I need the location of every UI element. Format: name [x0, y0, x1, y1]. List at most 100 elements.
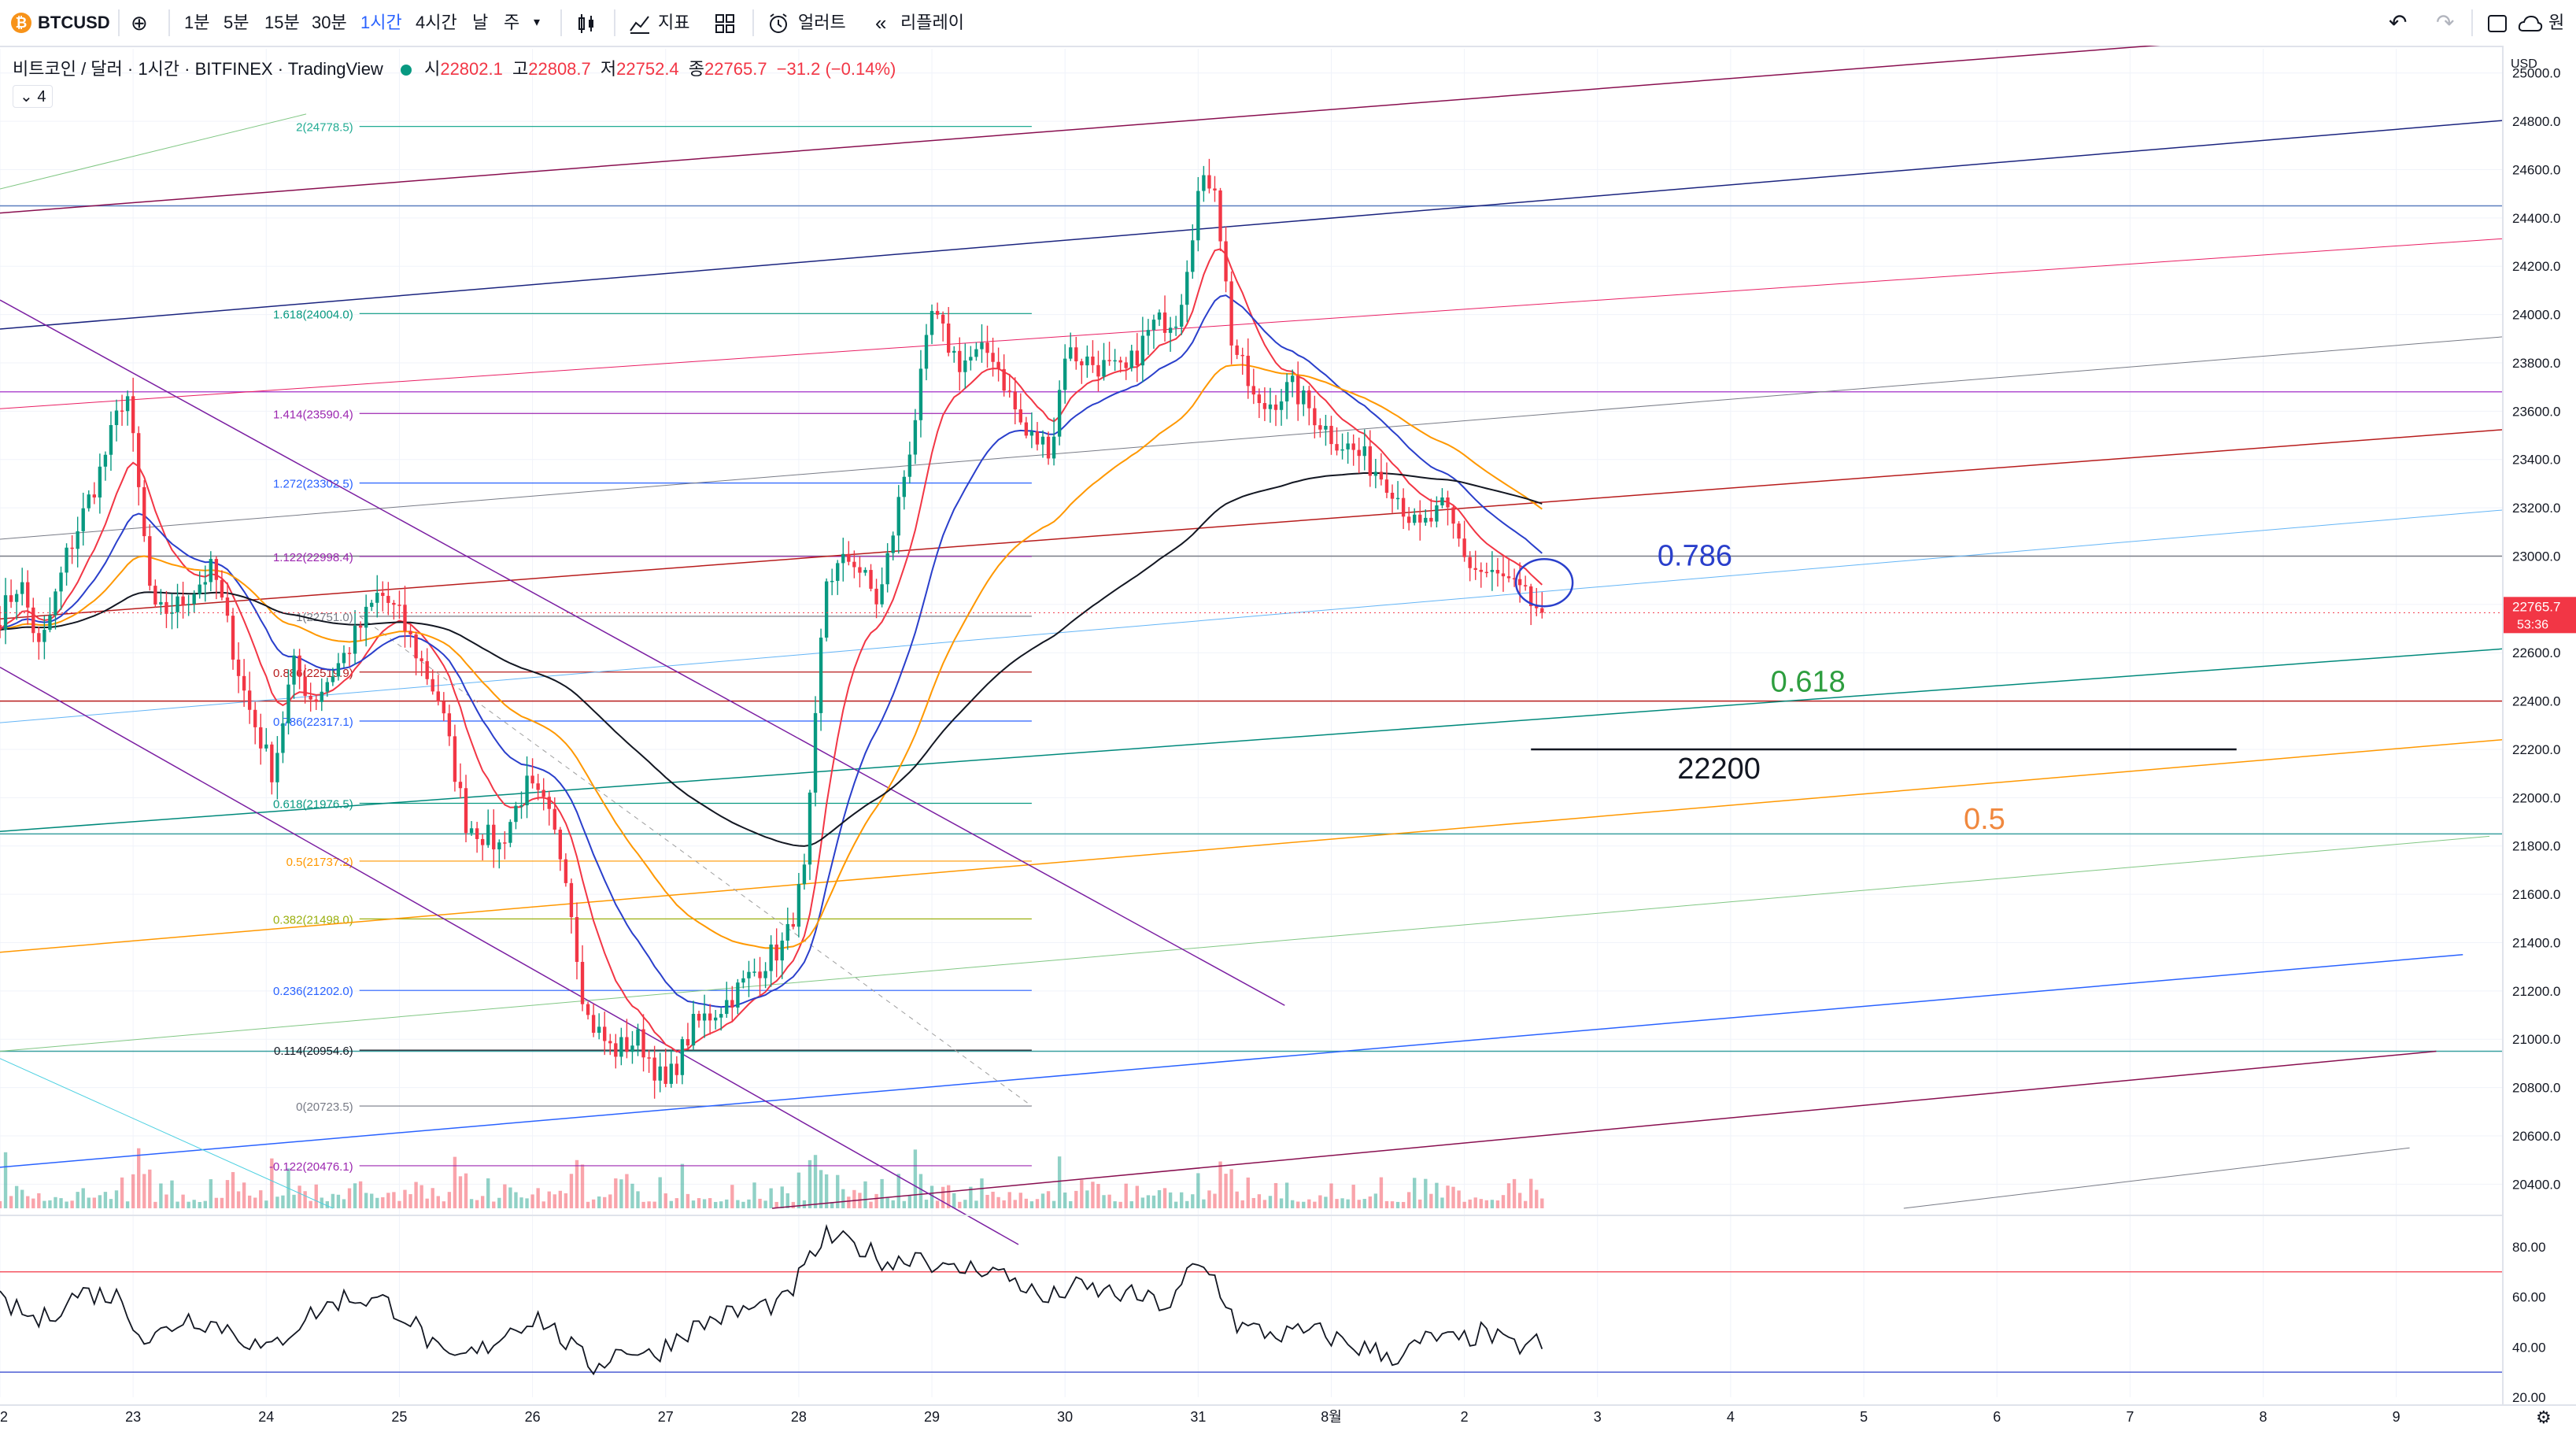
- candle-body: [275, 753, 279, 782]
- interval-week[interactable]: 주: [504, 13, 520, 32]
- toolbar-divider: [2471, 9, 2473, 36]
- toolbar-divider: [560, 9, 562, 36]
- trend-line: [0, 46, 2160, 214]
- candle-body: [231, 616, 235, 660]
- candle-body: [1051, 436, 1056, 459]
- legend-c-label: 종: [688, 59, 705, 79]
- alert-button[interactable]: 얼러트: [798, 13, 846, 32]
- volume-bar: [1346, 1199, 1350, 1208]
- volume-bar: [658, 1177, 662, 1208]
- volume-bar: [674, 1198, 679, 1208]
- legend-eye-icon[interactable]: [400, 65, 412, 76]
- replay-icon[interactable]: «: [875, 11, 887, 35]
- last-price-label: 22765.7: [2512, 599, 2560, 614]
- volume-bar: [958, 1201, 962, 1208]
- alert-icon[interactable]: [767, 8, 790, 38]
- candle-body: [253, 709, 257, 727]
- volume-bar: [1080, 1180, 1084, 1208]
- interval-15m[interactable]: 15분: [264, 13, 300, 32]
- candle-body: [397, 605, 401, 606]
- chart-legend: 비트코인 / 달러 · 1시간 · BITFINEX · TradingView…: [13, 55, 900, 80]
- candle-body: [1069, 347, 1073, 359]
- indicators-button[interactable]: 지표: [658, 13, 690, 32]
- interval-30m[interactable]: 30분: [312, 13, 347, 32]
- candle-body: [796, 884, 801, 927]
- undo-icon[interactable]: ↶: [2389, 10, 2408, 35]
- candle-body: [198, 584, 201, 594]
- candle-body: [1246, 355, 1250, 386]
- candle-body: [1162, 312, 1167, 333]
- chevron-down-icon[interactable]: ▾: [534, 16, 541, 29]
- volume-bar: [1324, 1196, 1328, 1208]
- volume-bar: [419, 1185, 423, 1208]
- price-tick-label: 22200.0: [2512, 742, 2560, 757]
- candle-body: [847, 553, 851, 562]
- candle-body: [969, 357, 973, 361]
- interval-5m[interactable]: 5분: [224, 13, 249, 32]
- replay-button[interactable]: 리플레이: [900, 13, 964, 32]
- volume-bar: [880, 1178, 884, 1208]
- save-button-partial[interactable]: 원: [2548, 13, 2565, 32]
- price-tick-label: 23800.0: [2512, 356, 2560, 371]
- interval-day[interactable]: 날: [472, 13, 489, 32]
- candles-icon[interactable]: [575, 8, 598, 38]
- templates-icon[interactable]: [713, 8, 737, 38]
- volume-bar: [1007, 1192, 1011, 1208]
- volume-bar: [530, 1194, 534, 1208]
- add-symbol-icon[interactable]: ⊕: [131, 11, 148, 35]
- volume-bar: [1191, 1194, 1195, 1208]
- candle-body: [1229, 281, 1233, 346]
- indicators-icon[interactable]: [628, 8, 652, 38]
- price-tick-label: 21000.0: [2512, 1032, 2560, 1047]
- volume-bar: [469, 1199, 474, 1208]
- candle-body: [1151, 320, 1156, 331]
- candle-body: [752, 971, 756, 973]
- price-chart[interactable]: 2(24778.5) 1.618(24004.0) 1.414(23590.4) 1.…: [0, 46, 2576, 1435]
- candle-body: [1290, 375, 1295, 383]
- volume-bar: [436, 1196, 440, 1208]
- trend-line: [0, 507, 2530, 723]
- legend-low: 22752.4: [616, 59, 679, 79]
- candle-body: [808, 792, 812, 865]
- volume-bar: [98, 1195, 102, 1208]
- candle-body: [1357, 449, 1361, 457]
- redo-icon[interactable]: ↷: [2436, 10, 2455, 35]
- interval-1h[interactable]: 1시간: [360, 13, 402, 32]
- volume-bar: [896, 1174, 900, 1208]
- candle-body: [1435, 505, 1439, 522]
- volume-bar: [1185, 1200, 1189, 1208]
- volume-bar: [586, 1201, 590, 1208]
- candle-body: [1501, 573, 1506, 577]
- interval-1m[interactable]: 1분: [184, 13, 210, 32]
- legend-title[interactable]: 비트코인 / 달러 · 1시간 · BITFINEX · TradingView: [13, 59, 383, 79]
- volume-bar: [985, 1194, 989, 1208]
- candle-body: [702, 1013, 707, 1021]
- candle-body: [575, 917, 579, 962]
- volume-bar: [37, 1193, 41, 1208]
- indicators-toggle[interactable]: ⌄ 4: [13, 85, 54, 108]
- trend-line: [0, 1058, 334, 1209]
- candle-body: [270, 744, 274, 782]
- volume-bar: [1435, 1182, 1439, 1208]
- candle-body: [691, 1013, 696, 1046]
- cloud-icon[interactable]: [2517, 8, 2544, 38]
- trend-line: [0, 424, 2556, 619]
- volume-bar: [785, 1193, 789, 1208]
- candle-body: [580, 961, 585, 1004]
- volume-bar: [741, 1201, 745, 1208]
- volume-bar: [1235, 1191, 1239, 1208]
- layout-icon[interactable]: [2485, 8, 2509, 38]
- candle-body: [1418, 514, 1422, 523]
- trend-line: [0, 331, 2570, 540]
- volume-bar: [1424, 1178, 1428, 1208]
- volume-bar: [1535, 1189, 1539, 1208]
- volume-bar: [802, 1200, 807, 1208]
- volume-bar: [791, 1201, 796, 1208]
- price-tick-label: 21400.0: [2512, 935, 2560, 950]
- candle-body: [9, 595, 13, 602]
- volume-bar: [314, 1184, 318, 1208]
- interval-4h[interactable]: 4시간: [416, 13, 457, 32]
- symbol-label[interactable]: BTCUSD: [38, 13, 110, 32]
- settings-gear-icon[interactable]: ⚙: [2536, 1408, 2552, 1428]
- volume-bar: [907, 1195, 912, 1208]
